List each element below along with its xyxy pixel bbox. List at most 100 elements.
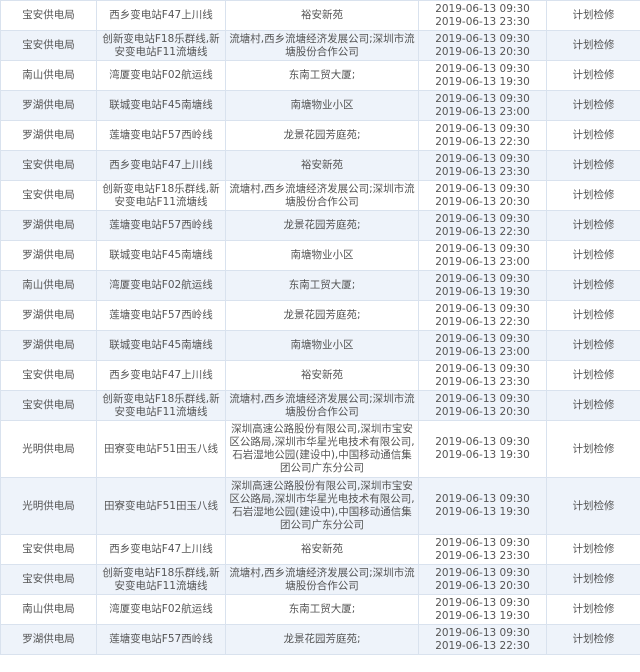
area-cell: 深圳高速公路股份有限公司,深圳市宝安区公路局,深圳市华星光电技术有限公司,石岩湿… bbox=[225, 477, 419, 535]
start-time: 2019-06-13 09:30 bbox=[435, 182, 530, 195]
area-cell: 龙景花园芳庭苑; bbox=[225, 300, 419, 331]
table-row: 南山供电局 湾厦变电站F02航运线 东南工贸大厦; 2019-06-13 09:30 2… bbox=[0, 60, 640, 91]
table-row: 宝安供电局 创新变电站F18乐群线,新安变电站F11流塘线 流塘村,西乡流塘经济发展… bbox=[0, 564, 640, 595]
bureau-cell: 光明供电局 bbox=[0, 477, 97, 535]
area-cell: 流塘村,西乡流塘经济发展公司;深圳市流塘股份合作公司 bbox=[225, 564, 419, 595]
line-cell: 联城变电站F45南塘线 bbox=[96, 330, 226, 361]
bureau-cell: 宝安供电局 bbox=[0, 534, 97, 565]
start-time: 2019-06-13 09:30 bbox=[435, 302, 530, 315]
time-cell: 2019-06-13 09:30 2019-06-13 22:30 bbox=[418, 300, 547, 331]
line-cell: 创新变电站F18乐群线,新安变电站F11流塘线 bbox=[96, 30, 226, 61]
area-cell: 龙景花园芳庭苑; bbox=[225, 120, 419, 151]
start-time: 2019-06-13 09:30 bbox=[435, 566, 530, 579]
time-cell: 2019-06-13 09:30 2019-06-13 22:30 bbox=[418, 210, 547, 241]
table-row: 宝安供电局 西乡变电站F47上川线 裕安新苑 2019-06-13 09:30 2019… bbox=[0, 360, 640, 391]
type-cell: 计划检修 bbox=[546, 0, 640, 31]
start-time: 2019-06-13 09:30 bbox=[435, 332, 530, 345]
start-time: 2019-06-13 09:30 bbox=[435, 536, 530, 549]
line-cell: 莲塘变电站F57西岭线 bbox=[96, 300, 226, 331]
table-row: 宝安供电局 创新变电站F18乐群线,新安变电站F11流塘线 流塘村,西乡流塘经济发展… bbox=[0, 180, 640, 211]
bureau-cell: 宝安供电局 bbox=[0, 360, 97, 391]
table-row: 光明供电局 田寮变电站F51田玉八线 深圳高速公路股份有限公司,深圳市宝安区公路局,… bbox=[0, 420, 640, 478]
type-cell: 计划检修 bbox=[546, 624, 640, 655]
line-cell: 莲塘变电站F57西岭线 bbox=[96, 120, 226, 151]
time-cell: 2019-06-13 09:30 2019-06-13 23:30 bbox=[418, 534, 547, 565]
line-cell: 莲塘变电站F57西岭线 bbox=[96, 624, 226, 655]
bureau-cell: 宝安供电局 bbox=[0, 0, 97, 31]
end-time: 2019-06-13 19:30 bbox=[435, 285, 530, 298]
line-cell: 西乡变电站F47上川线 bbox=[96, 150, 226, 181]
end-time: 2019-06-13 19:30 bbox=[435, 609, 530, 622]
time-cell: 2019-06-13 09:30 2019-06-13 19:30 bbox=[418, 270, 547, 301]
line-cell: 西乡变电站F47上川线 bbox=[96, 360, 226, 391]
time-cell: 2019-06-13 09:30 2019-06-13 19:30 bbox=[418, 477, 547, 535]
area-cell: 裕安新苑 bbox=[225, 534, 419, 565]
bureau-cell: 罗湖供电局 bbox=[0, 120, 97, 151]
table-row: 罗湖供电局 莲塘变电站F57西岭线 龙景花园芳庭苑; 2019-06-13 09:30… bbox=[0, 624, 640, 655]
area-cell: 流塘村,西乡流塘经济发展公司;深圳市流塘股份合作公司 bbox=[225, 30, 419, 61]
type-cell: 计划检修 bbox=[546, 330, 640, 361]
area-cell: 龙景花园芳庭苑; bbox=[225, 210, 419, 241]
bureau-cell: 罗湖供电局 bbox=[0, 240, 97, 271]
outage-table-body: 宝安供电局 西乡变电站F47上川线 裕安新苑 2019-06-13 09:30 2019… bbox=[0, 0, 640, 655]
end-time: 2019-06-13 22:30 bbox=[435, 135, 530, 148]
table-row: 宝安供电局 创新变电站F18乐群线,新安变电站F11流塘线 流塘村,西乡流塘经济发展… bbox=[0, 390, 640, 421]
table-row: 罗湖供电局 联城变电站F45南塘线 南塘物业小区 2019-06-13 09:30 20… bbox=[0, 330, 640, 361]
end-time: 2019-06-13 23:30 bbox=[435, 15, 530, 28]
area-cell: 深圳高速公路股份有限公司,深圳市宝安区公路局,深圳市华星光电技术有限公司,石岩湿… bbox=[225, 420, 419, 478]
start-time: 2019-06-13 09:30 bbox=[435, 62, 530, 75]
bureau-cell: 宝安供电局 bbox=[0, 390, 97, 421]
line-cell: 联城变电站F45南塘线 bbox=[96, 90, 226, 121]
type-cell: 计划检修 bbox=[546, 240, 640, 271]
table-row: 罗湖供电局 莲塘变电站F57西岭线 龙景花园芳庭苑; 2019-06-13 09:30… bbox=[0, 300, 640, 331]
line-cell: 创新变电站F18乐群线,新安变电站F11流塘线 bbox=[96, 564, 226, 595]
bureau-cell: 罗湖供电局 bbox=[0, 330, 97, 361]
type-cell: 计划检修 bbox=[546, 477, 640, 535]
line-cell: 西乡变电站F47上川线 bbox=[96, 534, 226, 565]
area-cell: 南塘物业小区 bbox=[225, 90, 419, 121]
table-row: 罗湖供电局 莲塘变电站F57西岭线 龙景花园芳庭苑; 2019-06-13 09:30… bbox=[0, 210, 640, 241]
type-cell: 计划检修 bbox=[546, 210, 640, 241]
time-cell: 2019-06-13 09:30 2019-06-13 23:30 bbox=[418, 0, 547, 31]
area-cell: 裕安新苑 bbox=[225, 0, 419, 31]
bureau-cell: 宝安供电局 bbox=[0, 564, 97, 595]
time-cell: 2019-06-13 09:30 2019-06-13 20:30 bbox=[418, 390, 547, 421]
bureau-cell: 南山供电局 bbox=[0, 270, 97, 301]
line-cell: 田寮变电站F51田玉八线 bbox=[96, 477, 226, 535]
table-row: 宝安供电局 西乡变电站F47上川线 裕安新苑 2019-06-13 09:30 2019… bbox=[0, 534, 640, 565]
line-cell: 创新变电站F18乐群线,新安变电站F11流塘线 bbox=[96, 390, 226, 421]
line-cell: 联城变电站F45南塘线 bbox=[96, 240, 226, 271]
type-cell: 计划检修 bbox=[546, 300, 640, 331]
line-cell: 莲塘变电站F57西岭线 bbox=[96, 210, 226, 241]
time-cell: 2019-06-13 09:30 2019-06-13 20:30 bbox=[418, 30, 547, 61]
end-time: 2019-06-13 22:30 bbox=[435, 315, 530, 328]
table-row: 宝安供电局 西乡变电站F47上川线 裕安新苑 2019-06-13 09:30 2019… bbox=[0, 0, 640, 31]
area-cell: 东南工贸大厦; bbox=[225, 270, 419, 301]
start-time: 2019-06-13 09:30 bbox=[435, 362, 530, 375]
start-time: 2019-06-13 09:30 bbox=[435, 242, 530, 255]
line-cell: 湾厦变电站F02航运线 bbox=[96, 60, 226, 91]
type-cell: 计划检修 bbox=[546, 90, 640, 121]
end-time: 2019-06-13 23:00 bbox=[435, 105, 530, 118]
end-time: 2019-06-13 22:30 bbox=[435, 225, 530, 238]
area-cell: 裕安新苑 bbox=[225, 360, 419, 391]
time-cell: 2019-06-13 09:30 2019-06-13 22:30 bbox=[418, 120, 547, 151]
end-time: 2019-06-13 20:30 bbox=[435, 195, 530, 208]
area-cell: 龙景花园芳庭苑; bbox=[225, 624, 419, 655]
type-cell: 计划检修 bbox=[546, 180, 640, 211]
end-time: 2019-06-13 20:30 bbox=[435, 579, 530, 592]
bureau-cell: 宝安供电局 bbox=[0, 30, 97, 61]
table-row: 罗湖供电局 莲塘变电站F57西岭线 龙景花园芳庭苑; 2019-06-13 09:30… bbox=[0, 120, 640, 151]
end-time: 2019-06-13 19:30 bbox=[435, 75, 530, 88]
table-row: 南山供电局 湾厦变电站F02航运线 东南工贸大厦; 2019-06-13 09:30 2… bbox=[0, 594, 640, 625]
type-cell: 计划检修 bbox=[546, 60, 640, 91]
start-time: 2019-06-13 09:30 bbox=[435, 493, 530, 505]
type-cell: 计划检修 bbox=[546, 420, 640, 478]
start-time: 2019-06-13 09:30 bbox=[435, 272, 530, 285]
end-time: 2019-06-13 23:30 bbox=[435, 549, 530, 562]
start-time: 2019-06-13 09:30 bbox=[435, 32, 530, 45]
start-time: 2019-06-13 09:30 bbox=[435, 212, 530, 225]
time-cell: 2019-06-13 09:30 2019-06-13 19:30 bbox=[418, 594, 547, 625]
end-time: 2019-06-13 23:00 bbox=[435, 255, 530, 268]
outage-table: 宝安供电局 西乡变电站F47上川线 裕安新苑 2019-06-13 09:30 2019… bbox=[0, 0, 640, 655]
